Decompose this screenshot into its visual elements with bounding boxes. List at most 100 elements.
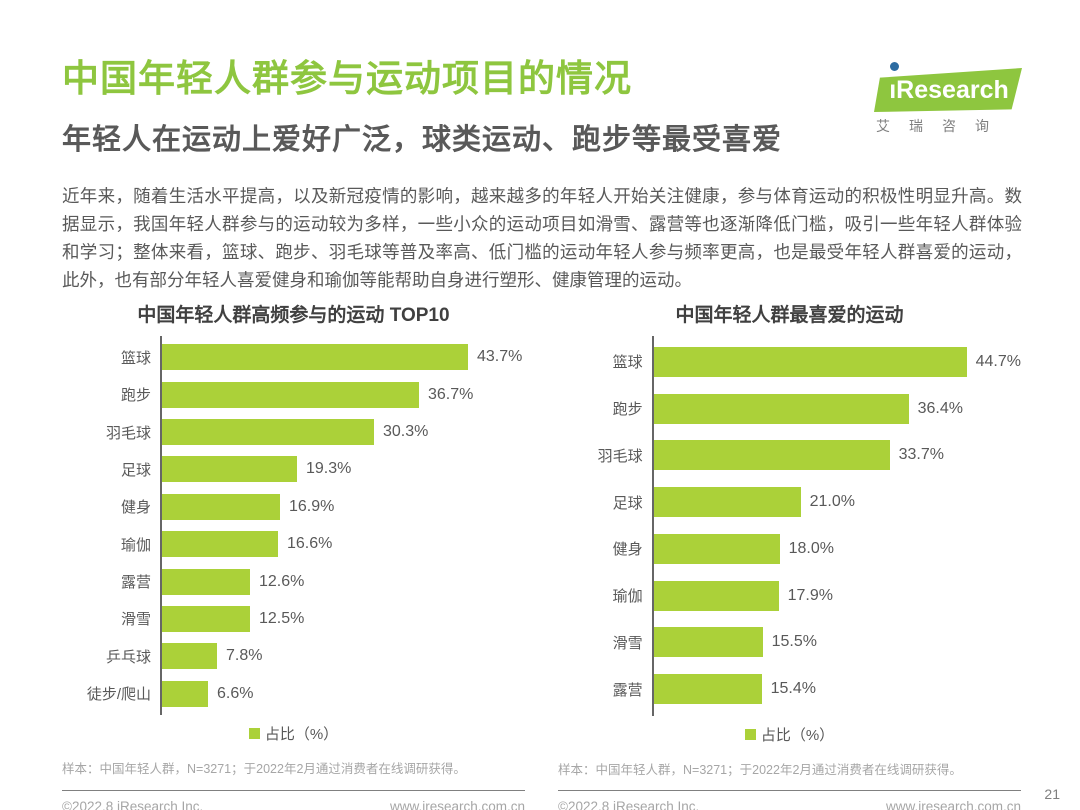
page-number: 21 [1044,786,1060,802]
page-header: 中国年轻人群参与运动项目的情况 年轻人在运动上爱好广泛，球类运动、跑步等最受喜爱… [62,58,1022,158]
website-url: www.iresearch.com.cn [389,798,525,810]
bar-value-label: 6.6% [217,684,254,702]
logo-i-dot-icon [890,62,899,71]
footer-right: ©2022.8 iResearch Inc. www.iresearch.com… [558,789,1021,810]
category-label: 露营 [120,574,151,592]
category-label: 滑雪 [612,634,643,652]
sample-note: 样本：中国年轻人群，N=3271；于2022年2月通过消费者在线调研获得。 [62,762,466,777]
bar-row: 21.0% [653,479,1021,526]
category-label: 徒步/爬山 [86,686,151,704]
bar-row: 36.4% [653,385,1021,432]
iresearch-logo: ıResearch 艾瑞咨询 [864,60,1022,134]
category-label: 足球 [612,494,643,512]
chart-favorite-sports: 中国年轻人群最喜爱的运动 篮球 跑步 羽毛球 足球 健身 瑜伽 滑雪 露营 44.7% 36.4… [558,302,1021,778]
category-label: 篮球 [612,354,643,372]
bar-value-label: 16.6% [287,535,333,553]
category-label: 健身 [612,541,643,559]
bar-row: 43.7% [162,339,525,376]
bar-value-label: 36.7% [428,385,474,403]
bar-row: 17.9% [653,572,1021,619]
bar-value-label: 36.4% [917,399,963,417]
category-label: 滑雪 [120,611,151,629]
logo-wordmark: ıResearch [889,75,1009,104]
category-label: 跑步 [120,387,151,405]
website-url: www.iresearch.com.cn [885,798,1021,810]
bar-row: 36.7% [162,376,525,413]
bar [653,674,762,705]
bar [162,531,278,558]
bar-value-label: 7.8% [226,647,263,665]
legend-label: 占比（%） [264,726,339,744]
bar-row: 7.8% [162,638,525,675]
bar-value-label: 43.7% [477,348,523,366]
bar-row: 12.6% [162,563,525,600]
bar-row: 30.3% [162,413,525,450]
bar [162,493,280,520]
legend-swatch-icon [744,728,756,740]
bar [653,487,801,518]
bar-value-label: 18.0% [788,539,834,557]
bar [162,419,374,446]
bar-value-label: 30.3% [383,423,429,441]
bar-value-label: 15.4% [770,680,816,698]
bar [653,627,763,658]
category-label: 露营 [612,681,643,699]
chart-high-frequency-sports: 中国年轻人群高频参与的运动 TOP10 篮球 跑步 羽毛球 足球 健身 瑜伽 露营 滑雪 乒乓球… [62,302,525,778]
bar [653,440,890,471]
bar-row: 33.7% [653,432,1021,479]
category-label: 乒乓球 [105,648,151,666]
bar-value-label: 19.3% [306,460,352,478]
sample-note: 样本：中国年轻人群，N=3271；于2022年2月通过消费者在线调研获得。 [558,762,962,777]
category-label: 羽毛球 [105,424,151,442]
chart-title: 中国年轻人群最喜爱的运动 [675,304,904,326]
page-subtitle: 年轻人在运动上爱好广泛，球类运动、跑步等最受喜爱 [62,123,783,156]
plot-area: 44.7% 36.4% 33.7% 21.0% 18.0% 17.9% 15.5% 15.4% [651,335,1021,716]
legend-swatch-icon [248,728,260,740]
category-label: 健身 [120,499,151,517]
bar-value-label: 12.6% [259,572,305,590]
category-axis: 篮球 跑步 羽毛球 足球 健身 瑜伽 滑雪 露营 [558,336,652,716]
bar-chart: 篮球 跑步 羽毛球 足球 健身 瑜伽 露营 滑雪 乒乓球 徒步/爬山 43.7% 36.7% 30.3… [62,335,525,716]
page-title: 中国年轻人群参与运动项目的情况 [62,58,632,99]
plot-area: 43.7% 36.7% 30.3% 19.3% 16.9% 16.6% 12.6% 12.5%… [160,335,525,716]
category-label: 瑜伽 [612,588,643,606]
category-label: 跑步 [612,401,643,419]
bar [653,580,779,611]
bar-row: 12.5% [162,600,525,637]
bar [653,393,909,424]
bar-row: 16.9% [162,488,525,525]
bar-value-label: 12.5% [259,609,305,627]
copyright-text: ©2022.8 iResearch Inc. [62,798,204,810]
bar [162,381,419,408]
bar [162,344,468,371]
bar-row: 6.6% [162,675,525,712]
bar [162,605,250,632]
bar [162,568,250,595]
bar-row: 15.4% [653,666,1021,713]
bar-row: 16.6% [162,526,525,563]
bar-value-label: 15.5% [771,633,817,651]
bar-value-label: 16.9% [289,497,335,515]
bar [162,643,217,670]
page-footer: ©2022.8 iResearch Inc. www.iresearch.com… [62,789,1022,810]
charts-section: 中国年轻人群高频参与的运动 TOP10 篮球 跑步 羽毛球 足球 健身 瑜伽 露营 滑雪 乒乓球… [62,302,1022,778]
logo-green-shape: ıResearch [874,68,1022,112]
category-label: 瑜伽 [120,536,151,554]
bar-row: 19.3% [162,451,525,488]
chart-title: 中国年轻人群高频参与的运动 TOP10 [137,304,450,326]
bar [162,680,208,707]
header-titles: 中国年轻人群参与运动项目的情况 年轻人在运动上爱好广泛，球类运动、跑步等最受喜爱 [62,58,782,158]
bar [162,456,297,483]
bar-value-label: 17.9% [787,586,833,604]
bar [653,533,780,564]
legend-label: 占比（%） [760,726,835,744]
footer-left: ©2022.8 iResearch Inc. www.iresearch.com… [62,789,525,810]
bar-row: 18.0% [653,526,1021,573]
bar-chart: 篮球 跑步 羽毛球 足球 健身 瑜伽 滑雪 露营 44.7% 36.4% 33.7% 21.0% 18… [558,335,1021,716]
summary-paragraph: 近年来，随着生活水平提高，以及新冠疫情的影响，越来越多的年轻人开始关注健康，参与… [62,185,1022,290]
bar-row: 44.7% [653,339,1021,386]
bar [653,346,967,377]
copyright-text: ©2022.8 iResearch Inc. [558,798,700,810]
logo-chinese-name: 艾瑞咨询 [876,118,1008,134]
